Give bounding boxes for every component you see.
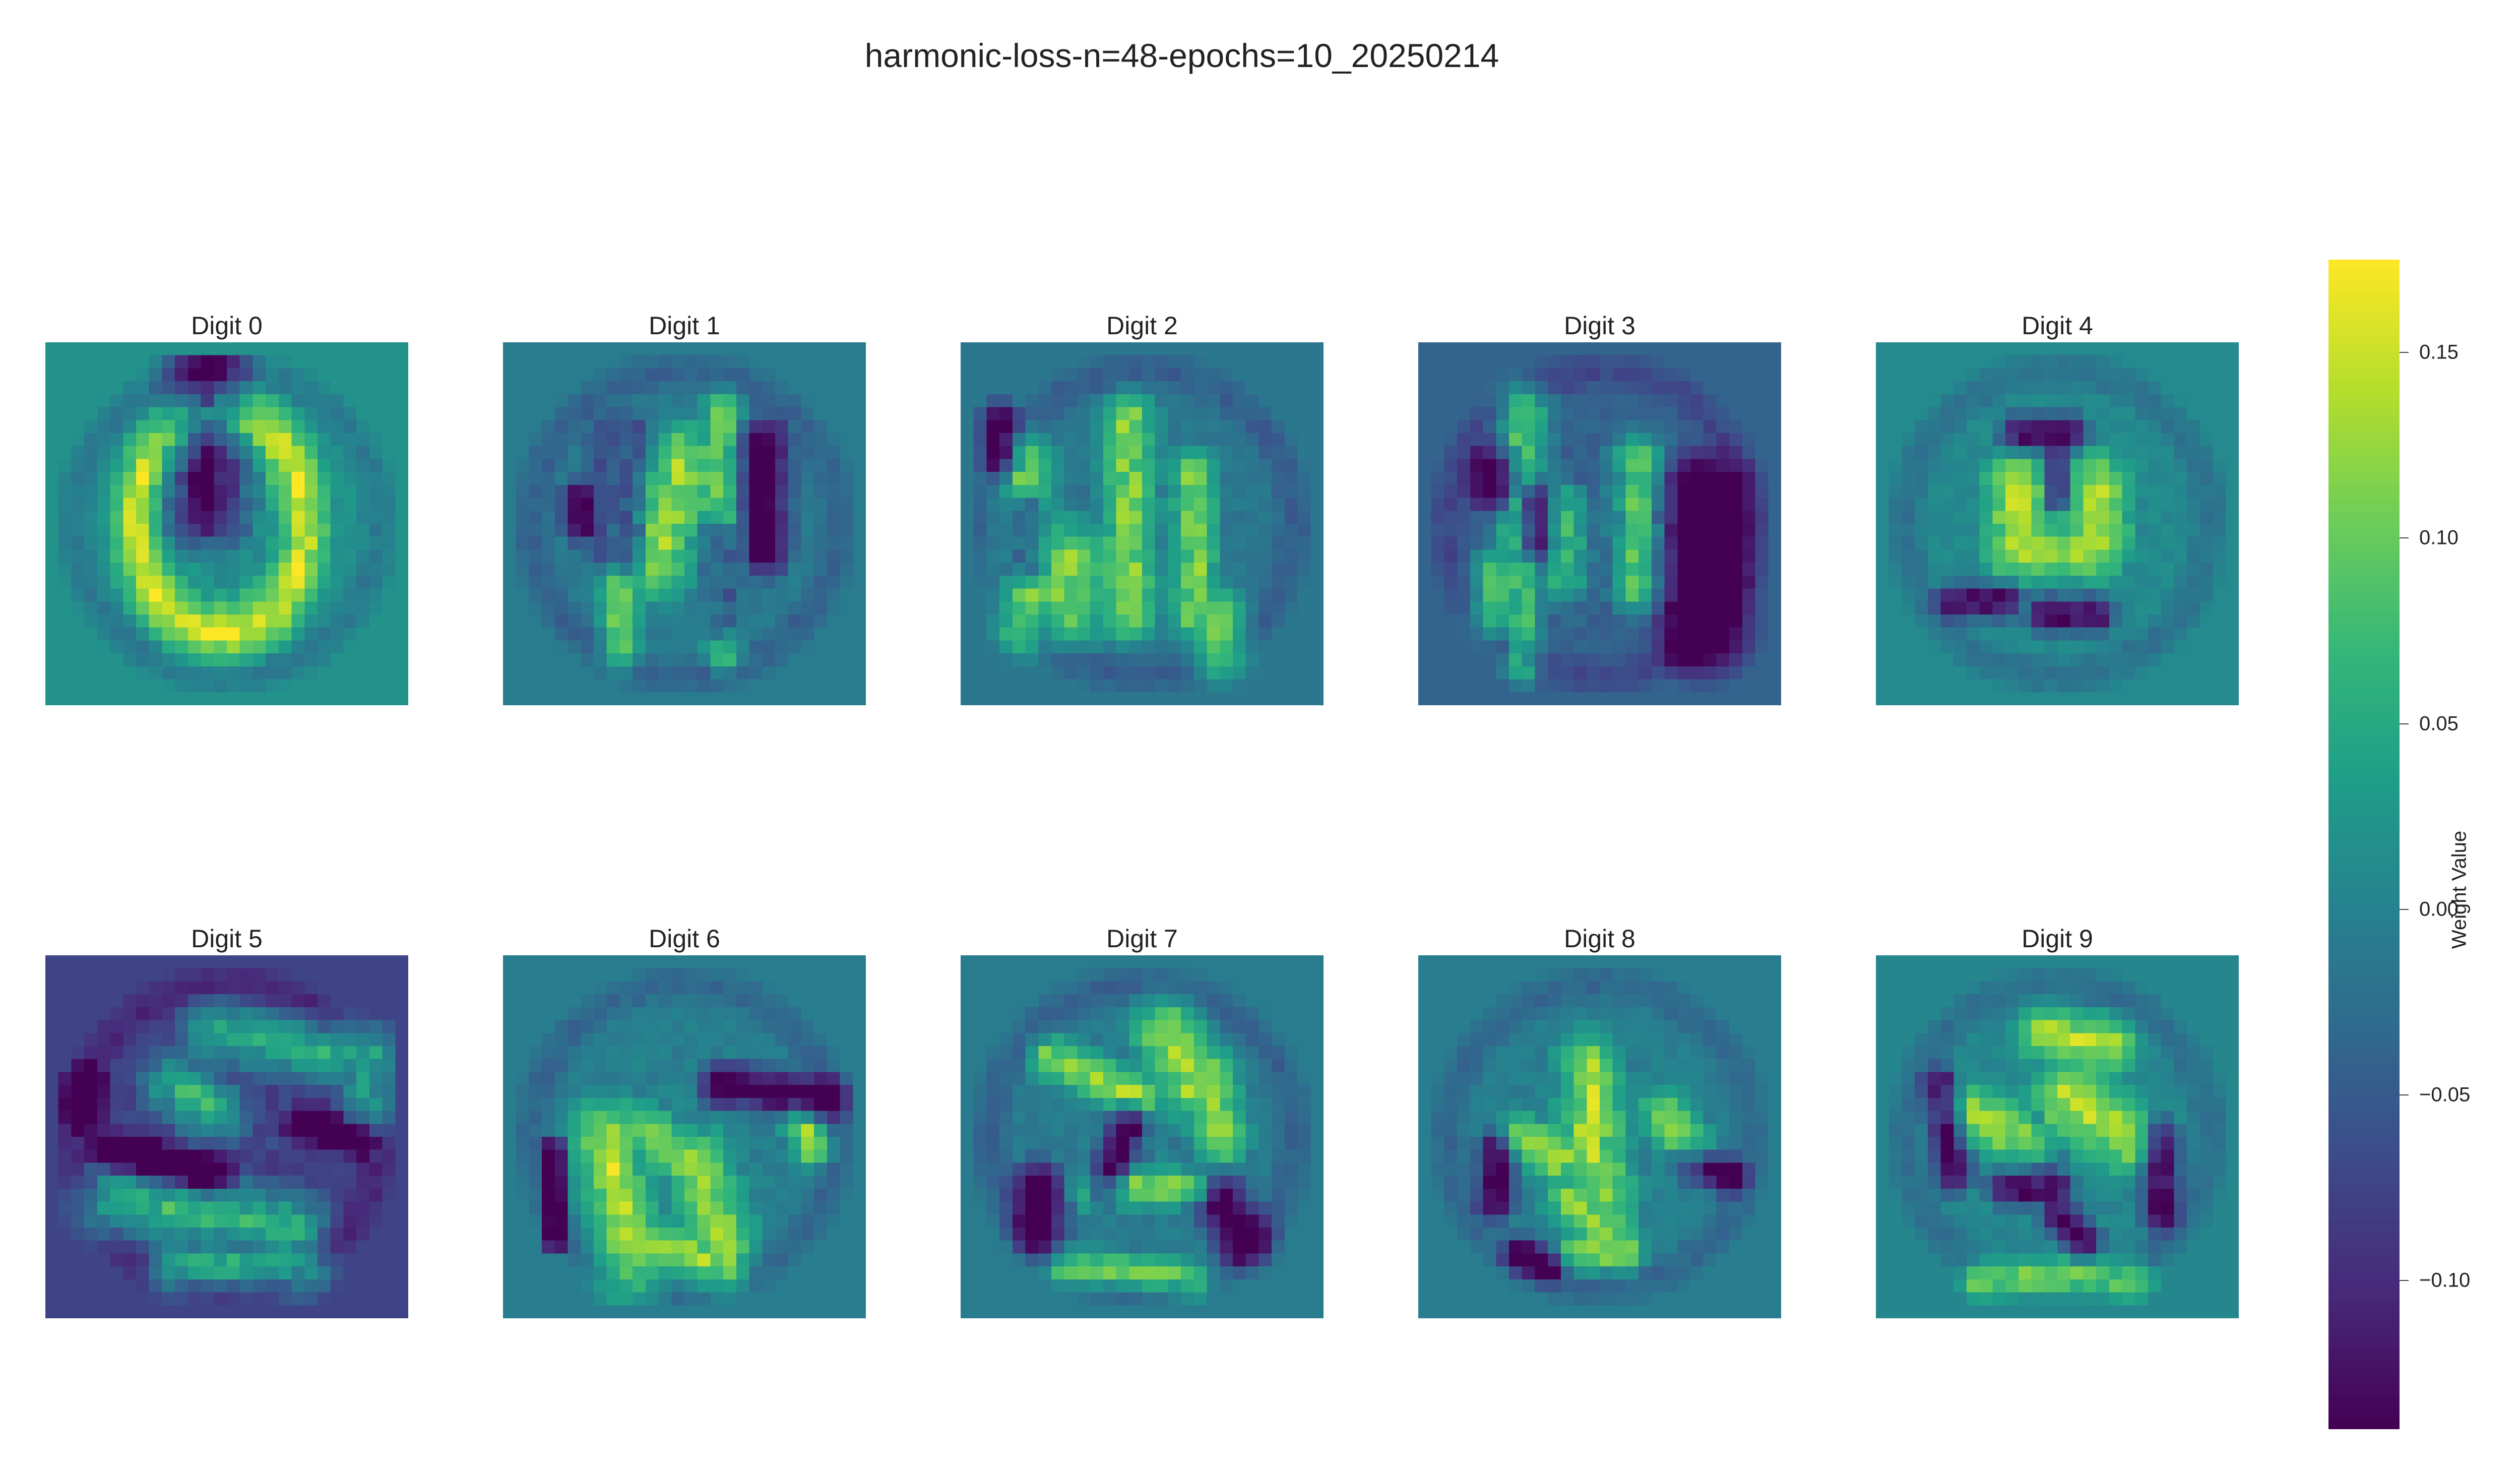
- panel-title: Digit 1: [649, 312, 720, 340]
- heatmap-cells: [45, 955, 408, 1318]
- heatmap-cells: [961, 342, 1324, 705]
- colorbar-tick-label: 0.10: [2419, 526, 2459, 549]
- panel-title: Digit 3: [1564, 312, 1635, 340]
- panel-title: Digit 7: [1106, 925, 1178, 953]
- colorbar-tick-label: −0.10: [2419, 1269, 2471, 1292]
- colorbar-gradient: [2328, 260, 2400, 1429]
- panel-title: Digit 0: [191, 312, 263, 340]
- colorbar-tick: [2400, 723, 2409, 724]
- heatmap-cells: [1876, 955, 2239, 1318]
- panel-title: Digit 8: [1564, 925, 1635, 953]
- heatmap-cells: [1876, 342, 2239, 705]
- heatmap-cells: [503, 955, 866, 1318]
- panel-title: Digit 4: [2022, 312, 2093, 340]
- heatmap-cells: [961, 955, 1324, 1318]
- colorbar-tick-label: −0.05: [2419, 1083, 2471, 1106]
- colorbar-tick: [2400, 1280, 2409, 1281]
- colorbar-tick-label: 0.05: [2419, 712, 2459, 735]
- colorbar-tick-label: 0.15: [2419, 341, 2459, 363]
- panel-title: Digit 9: [2022, 925, 2093, 953]
- colorbar-tick: [2400, 537, 2409, 539]
- figure-title: harmonic-loss-n=48-epochs=10_20250214: [864, 37, 1499, 74]
- heatmap-cells: [45, 342, 408, 705]
- panel-title: Digit 6: [649, 925, 720, 953]
- colorbar-tick: [2400, 908, 2409, 910]
- colorbar-tick-label: 0.00: [2419, 898, 2459, 921]
- heatmap-cells: [1418, 342, 1781, 705]
- colorbar: 0.15 0.10 0.05 0.00 −0.05 −0.10: [2328, 260, 2520, 1429]
- heatmap-cells: [503, 342, 866, 705]
- colorbar-label: Weight Value: [2448, 830, 2471, 949]
- colorbar-tick: [2400, 352, 2409, 353]
- panel-title: Digit 5: [191, 925, 263, 953]
- heatmap-cells: [1418, 955, 1781, 1318]
- colorbar-tick: [2400, 1094, 2409, 1096]
- panel-title: Digit 2: [1106, 312, 1178, 340]
